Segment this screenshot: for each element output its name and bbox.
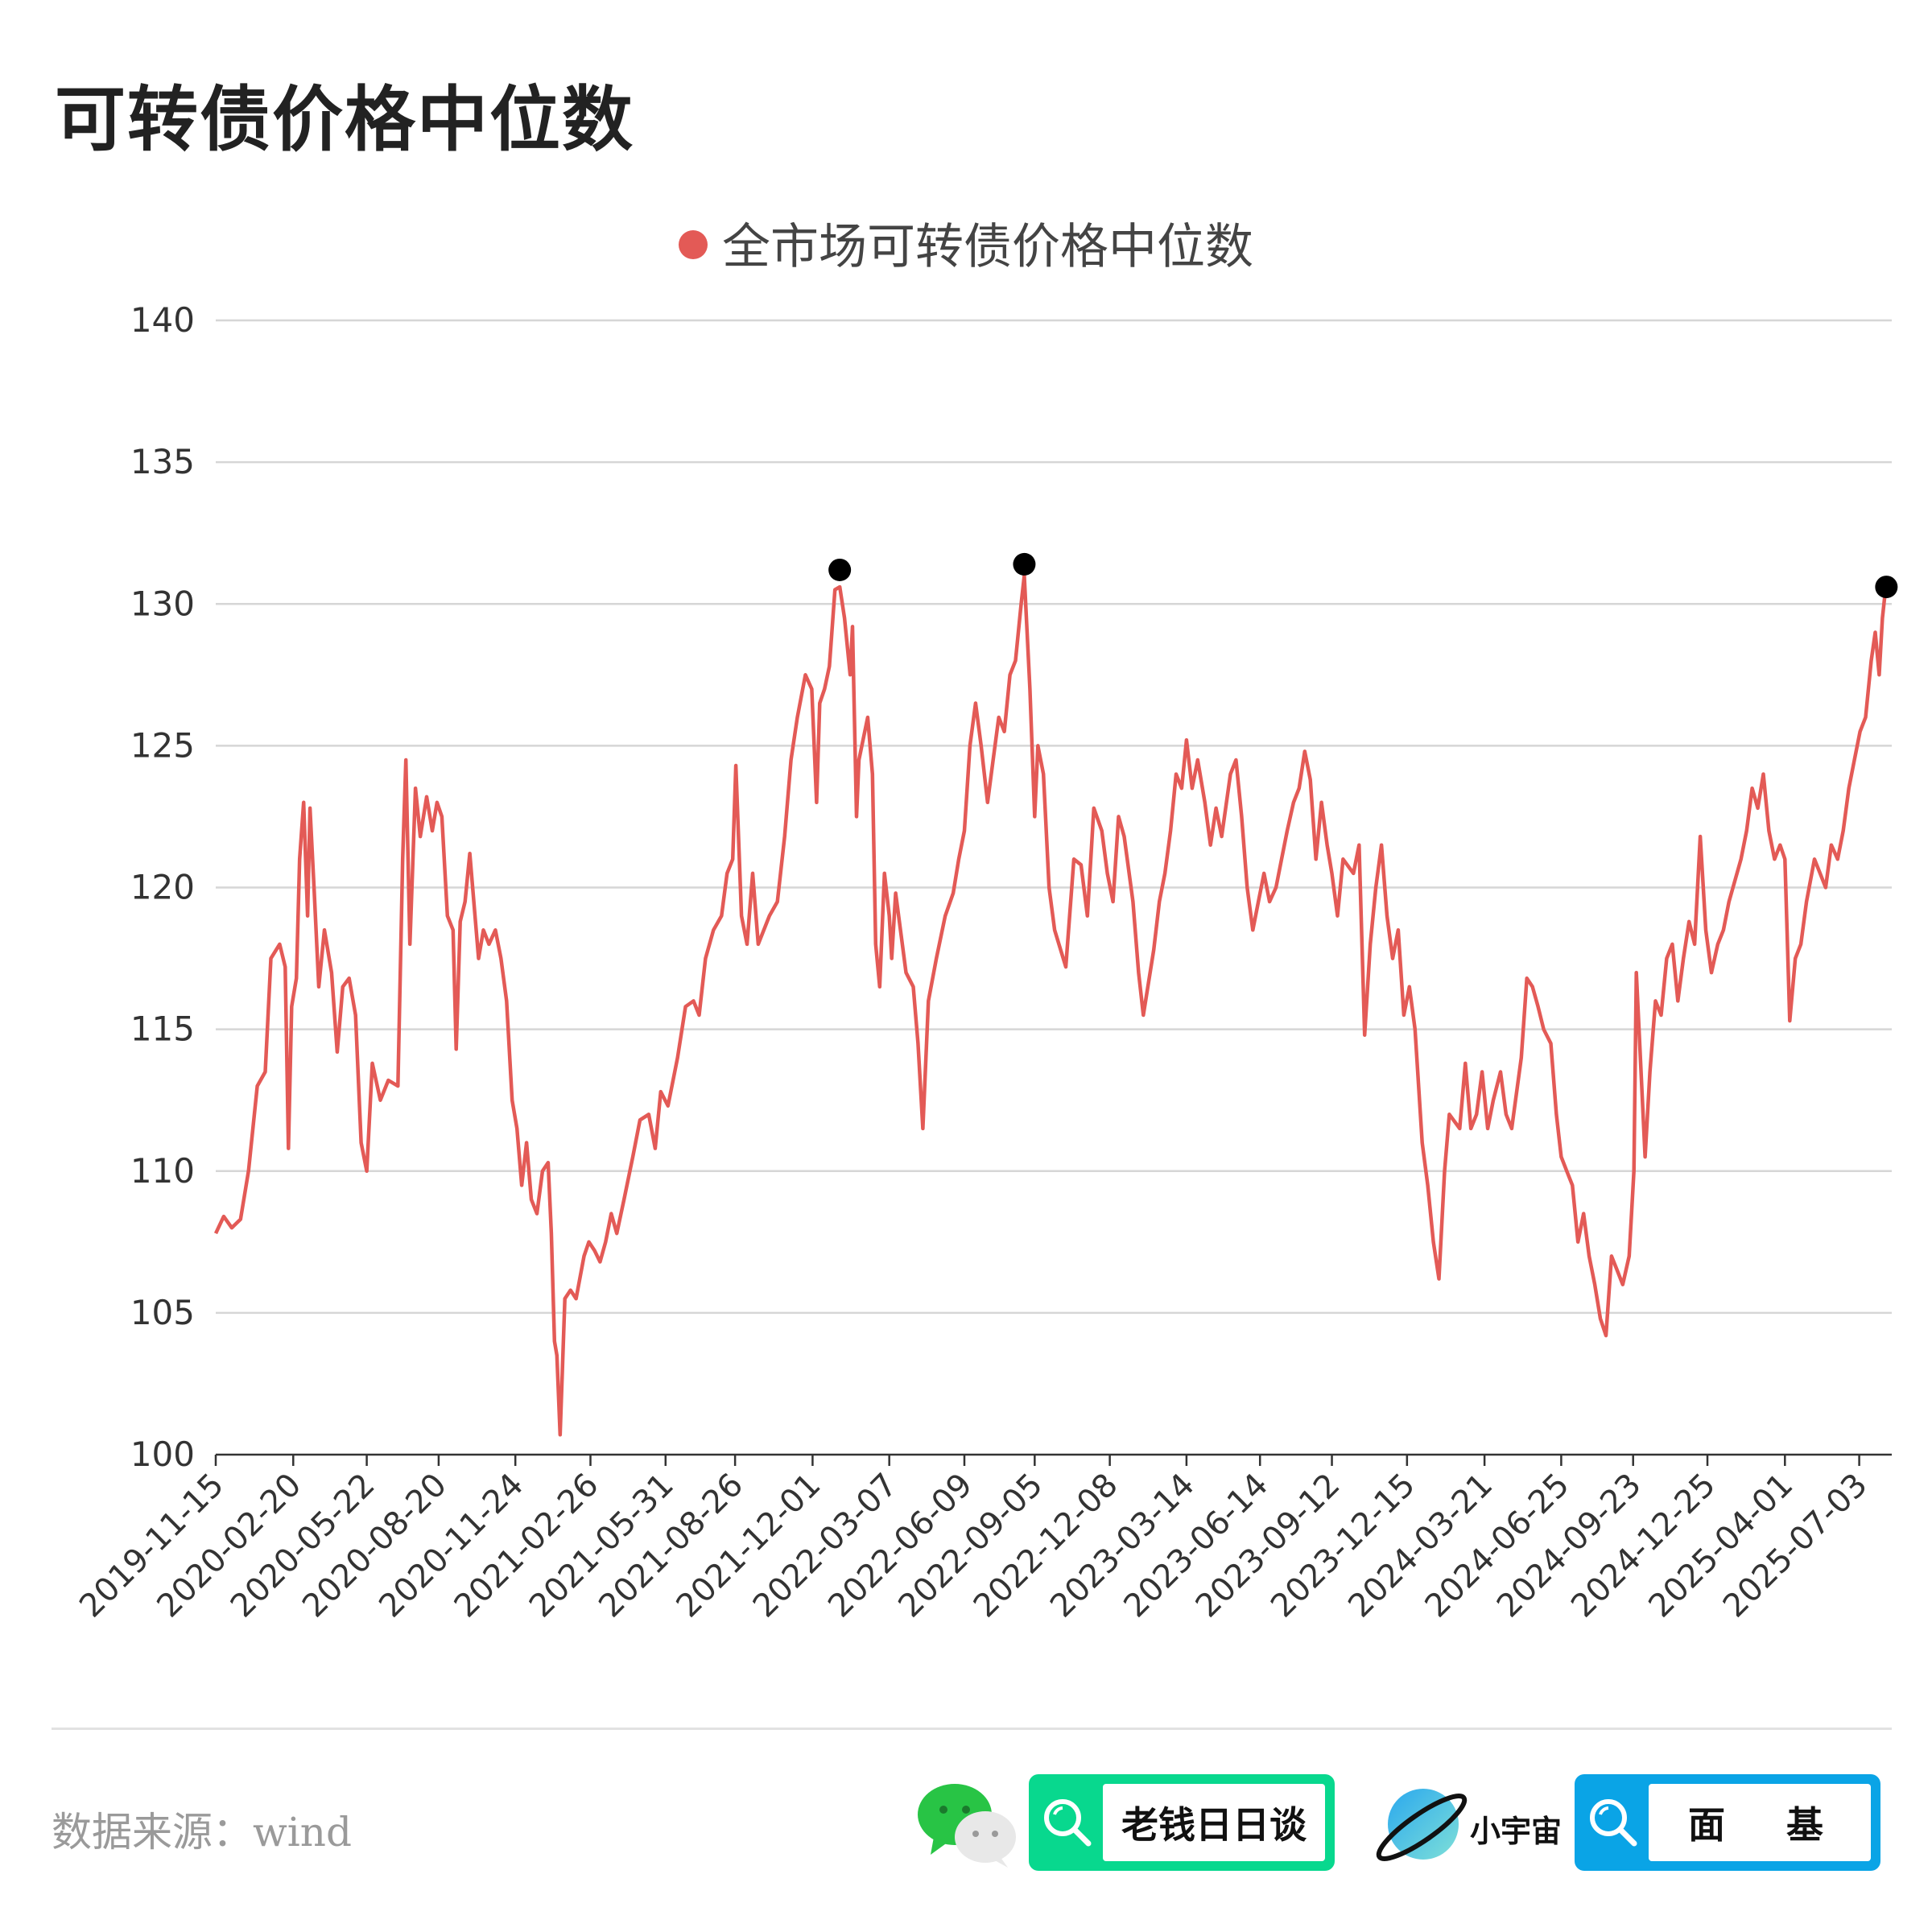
search-icon [1044,1799,1092,1847]
y-axis: 100 105 110 115 120 125 130 135 140 [130,300,195,1474]
y-tick-label: 130 [130,584,195,623]
peak-marker [1013,552,1036,576]
x-axis: 2019-11-152020-02-202020-05-222020-08-20… [72,1453,1892,1624]
legend-label: 全市场可转债价格中位数 [722,219,1253,275]
wechat-account-badge[interactable]: 老钱日日谈 [1029,1774,1335,1871]
y-tick-label: 125 [130,725,195,765]
gridlines [216,319,1892,1315]
y-tick-label: 105 [130,1293,195,1332]
line-chart: 100 105 110 115 120 125 130 135 140 2019-11-1520… [72,300,1898,1624]
y-tick-label: 120 [130,868,195,907]
series-group [213,573,1889,1437]
page-title: 可转债价格中位数 [55,78,635,161]
y-tick-label: 140 [130,300,195,340]
planet-icon [1376,1789,1468,1861]
data-source: 数据来源：wind [52,1809,352,1856]
wechat-icon [918,1784,1016,1868]
footer-divider [52,1728,1892,1730]
universe-label: 小宇宙 [1470,1814,1563,1849]
peak-marker [1875,576,1898,599]
y-tick-label: 110 [130,1151,195,1191]
peak-marker [828,558,852,581]
wechat-account-name: 老钱日日谈 [1103,1784,1325,1861]
universe-account-badge[interactable]: 面 基 [1575,1774,1880,1871]
chart-legend[interactable]: 全市场可转债价格中位数 [0,208,1932,278]
search-icon [1590,1799,1637,1847]
marker-group [828,552,1898,599]
series-line [213,573,1889,1437]
legend-dot-icon [679,230,708,260]
universe-account-name: 面 基 [1649,1784,1871,1861]
y-tick-label: 115 [130,1009,195,1049]
y-tick-label: 135 [130,442,195,481]
y-tick-label: 100 [130,1435,195,1474]
